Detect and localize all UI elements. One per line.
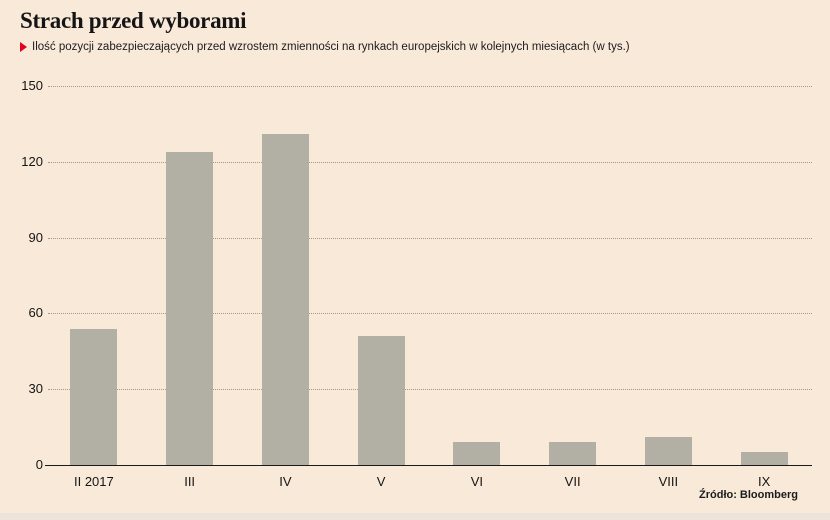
chart-subtitle: Ilość pozycji zabezpieczających przed wz… (32, 41, 630, 53)
x-axis-line (45, 465, 812, 466)
x-tick-label-vi: VI (470, 474, 484, 489)
chart-title: Strach przed wyborami (20, 8, 247, 33)
x-tick-label-ii-2017: II 2017 (73, 474, 114, 489)
x-tick-label-viii: VIII (658, 474, 679, 489)
gridline-150 (48, 86, 812, 87)
y-tick-label-30: 30 (28, 381, 43, 397)
x-tick-label-iii: III (184, 474, 196, 489)
red-triangle-bullet-icon (20, 42, 27, 52)
x-tick-label-vii: VII (564, 474, 581, 489)
y-tick-label-90: 90 (28, 229, 43, 245)
gridline-30 (48, 389, 812, 391)
bar-ii-2017 (70, 328, 118, 465)
y-tick-label-60: 60 (28, 305, 43, 321)
y-tick-label-120: 120 (21, 153, 43, 169)
bar-iii (166, 151, 214, 465)
chart-subtitle-row: Ilość pozycji zabezpieczających przed wz… (20, 41, 630, 53)
y-tick-label-150: 150 (21, 78, 43, 93)
bar-iv (261, 134, 309, 465)
bar-vi (453, 442, 501, 465)
bar-vii (549, 442, 597, 465)
y-tick-label-0: 0 (35, 457, 43, 472)
x-tick-label-iv: IV (279, 474, 292, 489)
bar-v (357, 336, 405, 465)
x-tick-label-ix: IX (757, 474, 771, 489)
source-credit: Źródło: Bloomberg (699, 489, 798, 501)
gridline-90 (48, 237, 812, 239)
x-tick-label-v: V (376, 474, 386, 489)
bar-viii (644, 437, 692, 465)
gridline-60 (48, 313, 812, 315)
bottom-edge-strip (0, 513, 830, 520)
bar-ix (740, 452, 788, 465)
gridline-120 (48, 161, 812, 163)
